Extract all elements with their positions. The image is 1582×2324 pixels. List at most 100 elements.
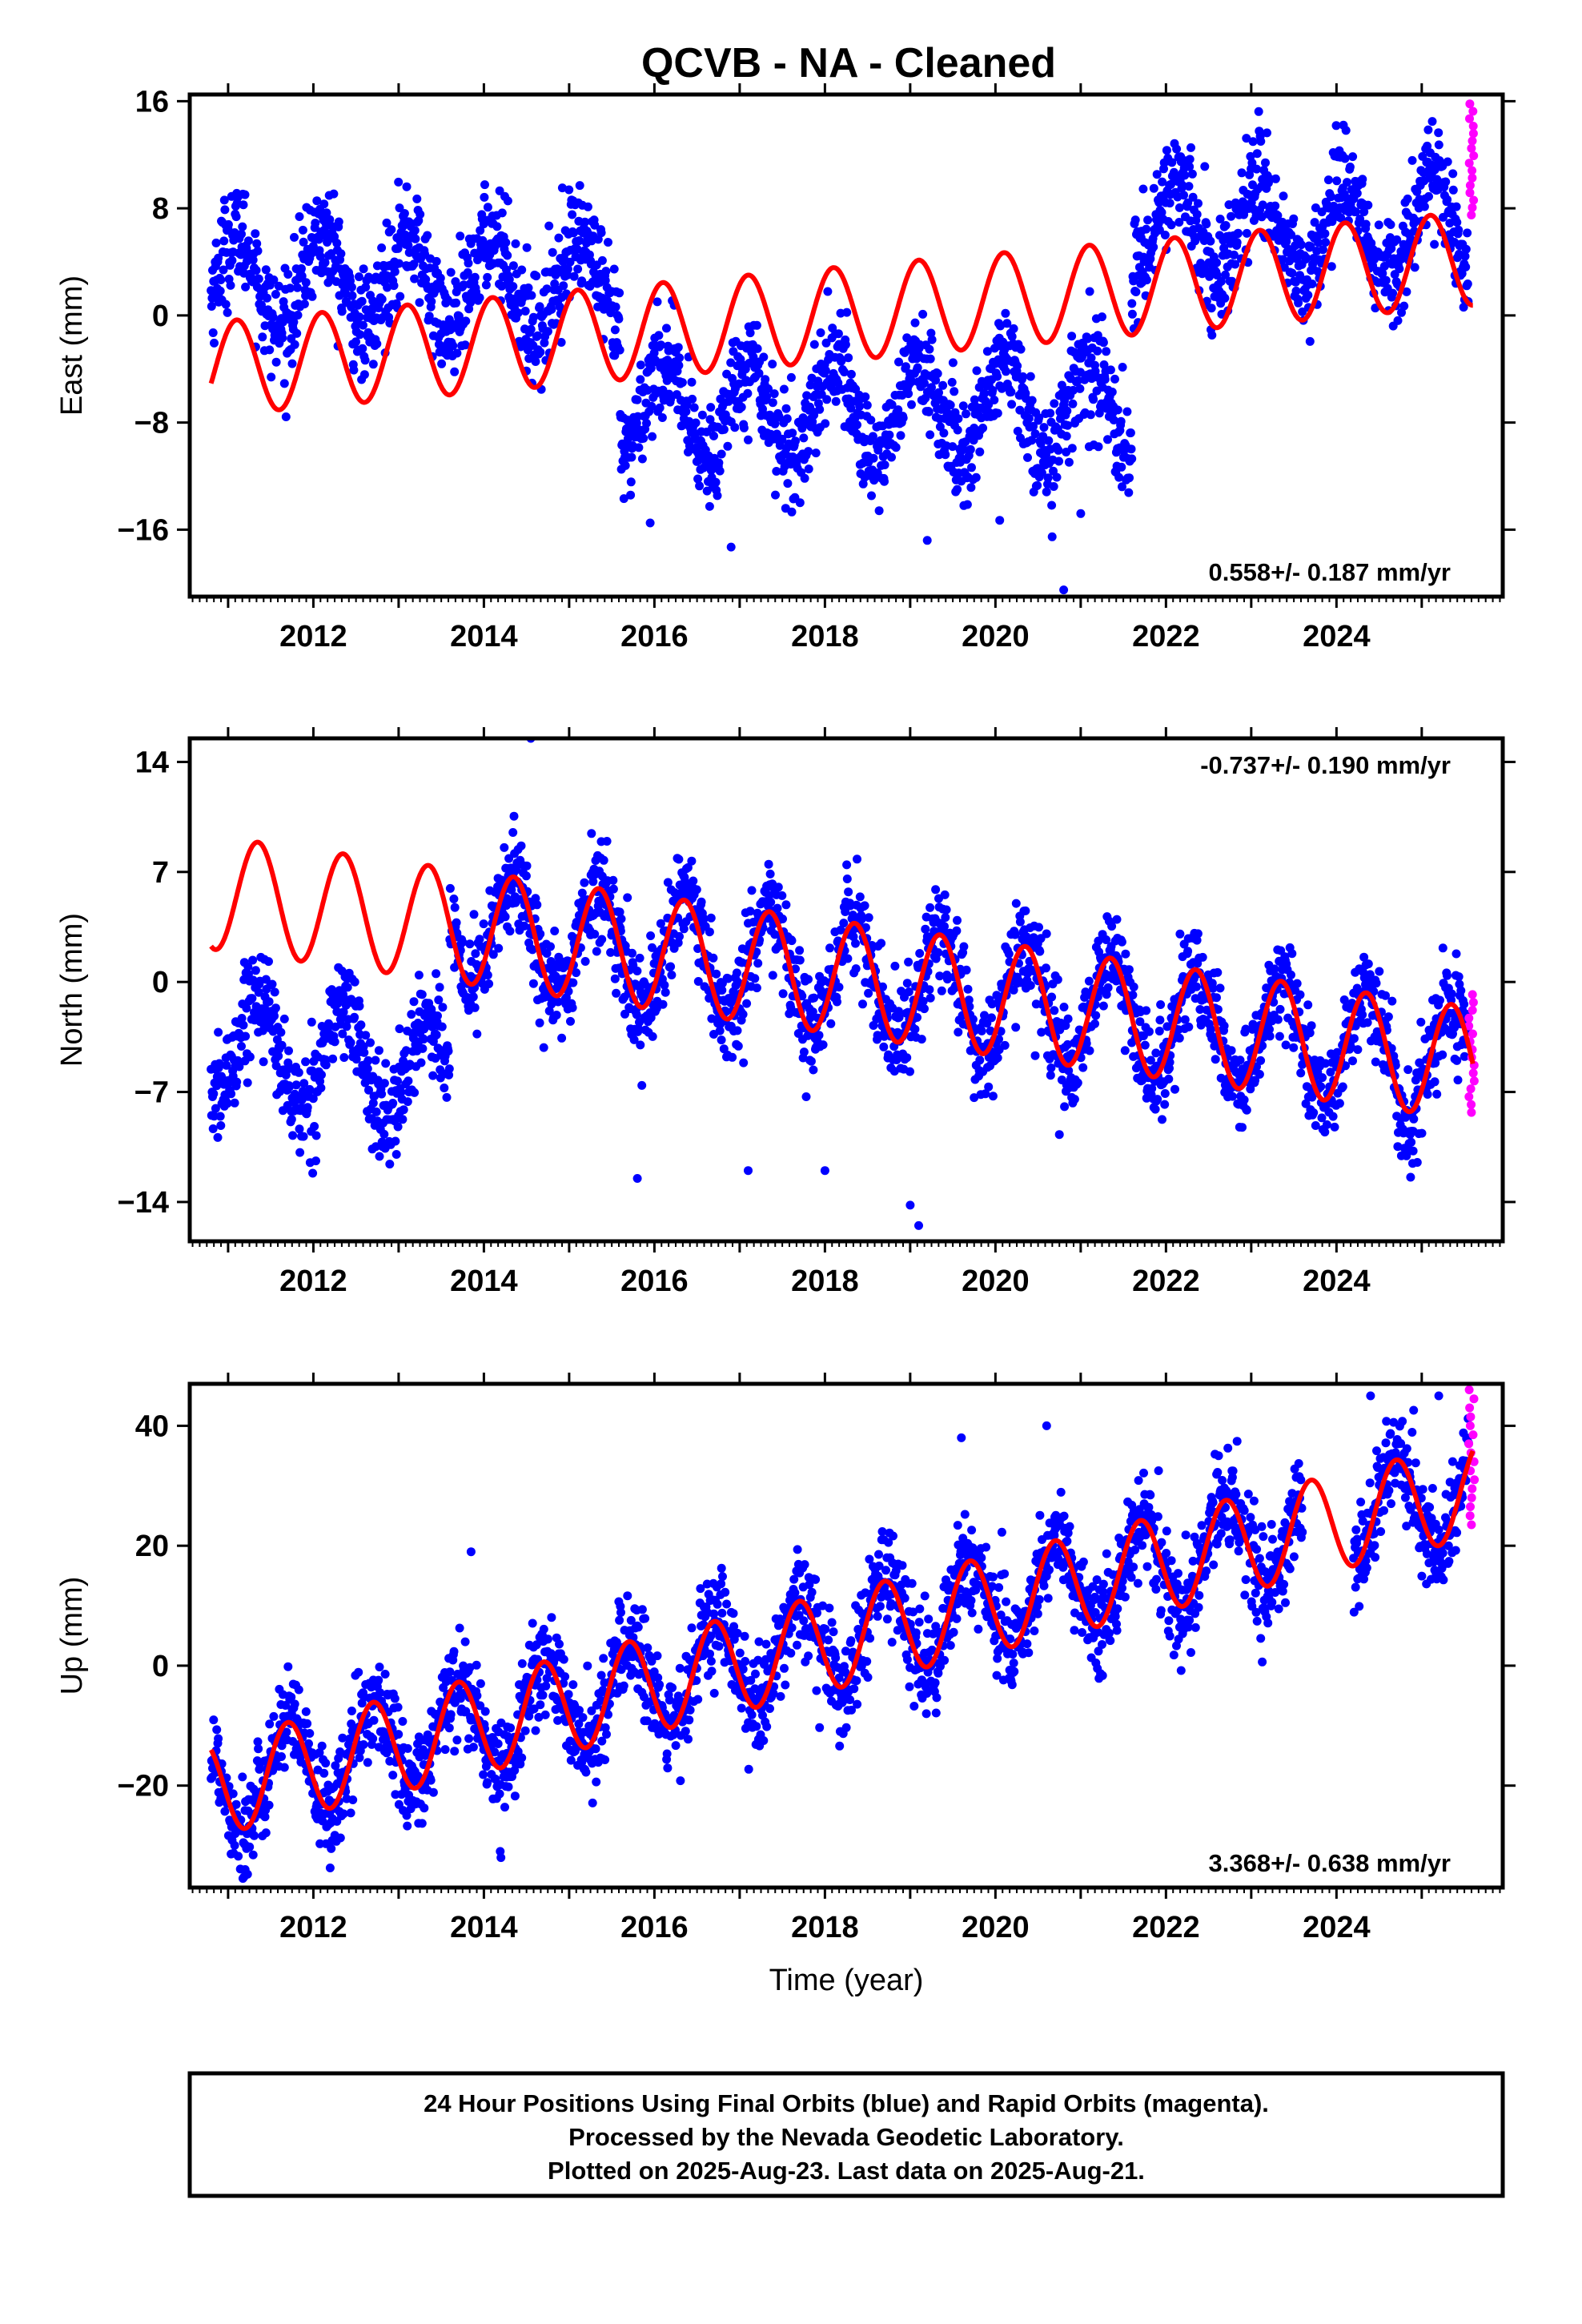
east-final-point: [844, 353, 853, 363]
north-final-point: [588, 877, 598, 887]
east-final-point: [1178, 180, 1187, 190]
east-final-point: [1083, 334, 1092, 344]
east-final-point: [208, 328, 218, 337]
east-final-point: [1113, 405, 1122, 415]
north-final-point: [1112, 915, 1122, 924]
east-final-point: [1100, 375, 1110, 384]
north-final-point: [542, 949, 552, 958]
north-final-point: [843, 954, 853, 963]
north-final-point: [724, 974, 733, 983]
north-final-point: [227, 1089, 236, 1099]
north-final-point: [962, 965, 971, 975]
east-final-point: [404, 240, 413, 250]
east-final-point: [715, 466, 725, 476]
north-final-point: [568, 1003, 577, 1012]
east-final-point: [966, 444, 975, 454]
north-final-point: [395, 1024, 404, 1034]
north-final-point: [276, 1027, 286, 1037]
east-final-point: [1302, 253, 1311, 263]
east-final-point: [1185, 162, 1195, 171]
north-final-point: [842, 875, 852, 883]
east-final-point: [590, 220, 600, 230]
east-final-point: [1142, 275, 1151, 285]
north-final-point: [615, 907, 624, 917]
east-final-point: [450, 367, 460, 376]
north-final-point: [235, 1062, 244, 1072]
east-final-point: [833, 378, 843, 388]
north-final-point: [572, 968, 581, 978]
north-final-point: [404, 1076, 413, 1086]
north-final-point: [1192, 982, 1201, 991]
north-final-point: [610, 974, 620, 983]
east-final-point: [1068, 399, 1078, 408]
north-final-point: [692, 885, 701, 895]
east-final-point: [666, 394, 676, 404]
east-final-point: [377, 243, 387, 252]
north-final-point: [699, 914, 709, 923]
east-final-point: [1165, 199, 1174, 208]
north-final-point: [648, 1031, 657, 1041]
north-final-point: [921, 924, 930, 934]
north-final-point: [632, 1010, 641, 1019]
north-final-point: [797, 991, 807, 1001]
east-final-point: [654, 331, 664, 340]
north-final-point: [557, 1033, 567, 1043]
east-final-point: [415, 298, 424, 308]
north-final-point: [1309, 1108, 1319, 1117]
north-final-point: [239, 1020, 248, 1030]
east-final-point: [1423, 125, 1433, 135]
north-final-point: [1227, 1092, 1237, 1101]
east-final-point: [495, 186, 504, 195]
north-final-point: [1371, 979, 1381, 988]
east-final-point: [424, 312, 434, 321]
east-final-point: [1279, 191, 1288, 201]
east-final-point: [1434, 140, 1443, 150]
east-final-point: [674, 360, 684, 370]
north-final-point: [753, 959, 763, 968]
east-final-point: [1348, 152, 1358, 162]
north-final-point: [452, 918, 461, 927]
north-final-point: [636, 1040, 645, 1050]
north-final-point: [1156, 1000, 1166, 1009]
north-final-point: [1121, 949, 1130, 959]
north-final-point: [851, 939, 860, 948]
north-final-point: [1330, 1122, 1339, 1132]
north-final-point: [379, 1079, 389, 1088]
east-final-point: [544, 221, 554, 231]
east-final-point: [1187, 169, 1197, 179]
east-final-point: [322, 208, 331, 218]
east-final-point: [395, 203, 404, 213]
north-final-point: [952, 926, 962, 935]
north-final-point: [308, 1168, 318, 1178]
east-final-point: [508, 261, 518, 271]
east-final-point: [1033, 480, 1042, 490]
east-final-point: [787, 507, 797, 517]
east-final-point: [577, 276, 587, 286]
north-final-point: [590, 930, 600, 939]
north-final-point: [592, 947, 601, 956]
north-final-point: [472, 1029, 482, 1039]
east-final-point: [511, 239, 520, 248]
north-final-point: [787, 936, 797, 946]
east-final-point: [596, 228, 606, 238]
east-final-point: [901, 362, 910, 372]
east-final-point: [1069, 385, 1078, 395]
east-y-tick-label: −16: [118, 513, 169, 547]
north-final-point: [1164, 1074, 1174, 1084]
north-final-point: [393, 1122, 403, 1132]
north-final-point: [839, 919, 849, 928]
east-rapid-point: [1468, 122, 1478, 131]
north-final-point: [449, 895, 459, 903]
north-final-point: [806, 1056, 816, 1066]
east-final-point: [281, 412, 291, 421]
east-final-point: [312, 196, 322, 206]
north-final-point: [975, 1055, 985, 1065]
east-final-point: [396, 292, 405, 301]
east-final-point: [673, 343, 683, 352]
north-final-point: [1053, 975, 1062, 984]
east-final-point: [1049, 482, 1058, 491]
north-final-point: [629, 1035, 639, 1044]
east-final-point: [1224, 200, 1234, 210]
east-final-point: [572, 244, 582, 254]
north-final-point: [458, 938, 468, 947]
